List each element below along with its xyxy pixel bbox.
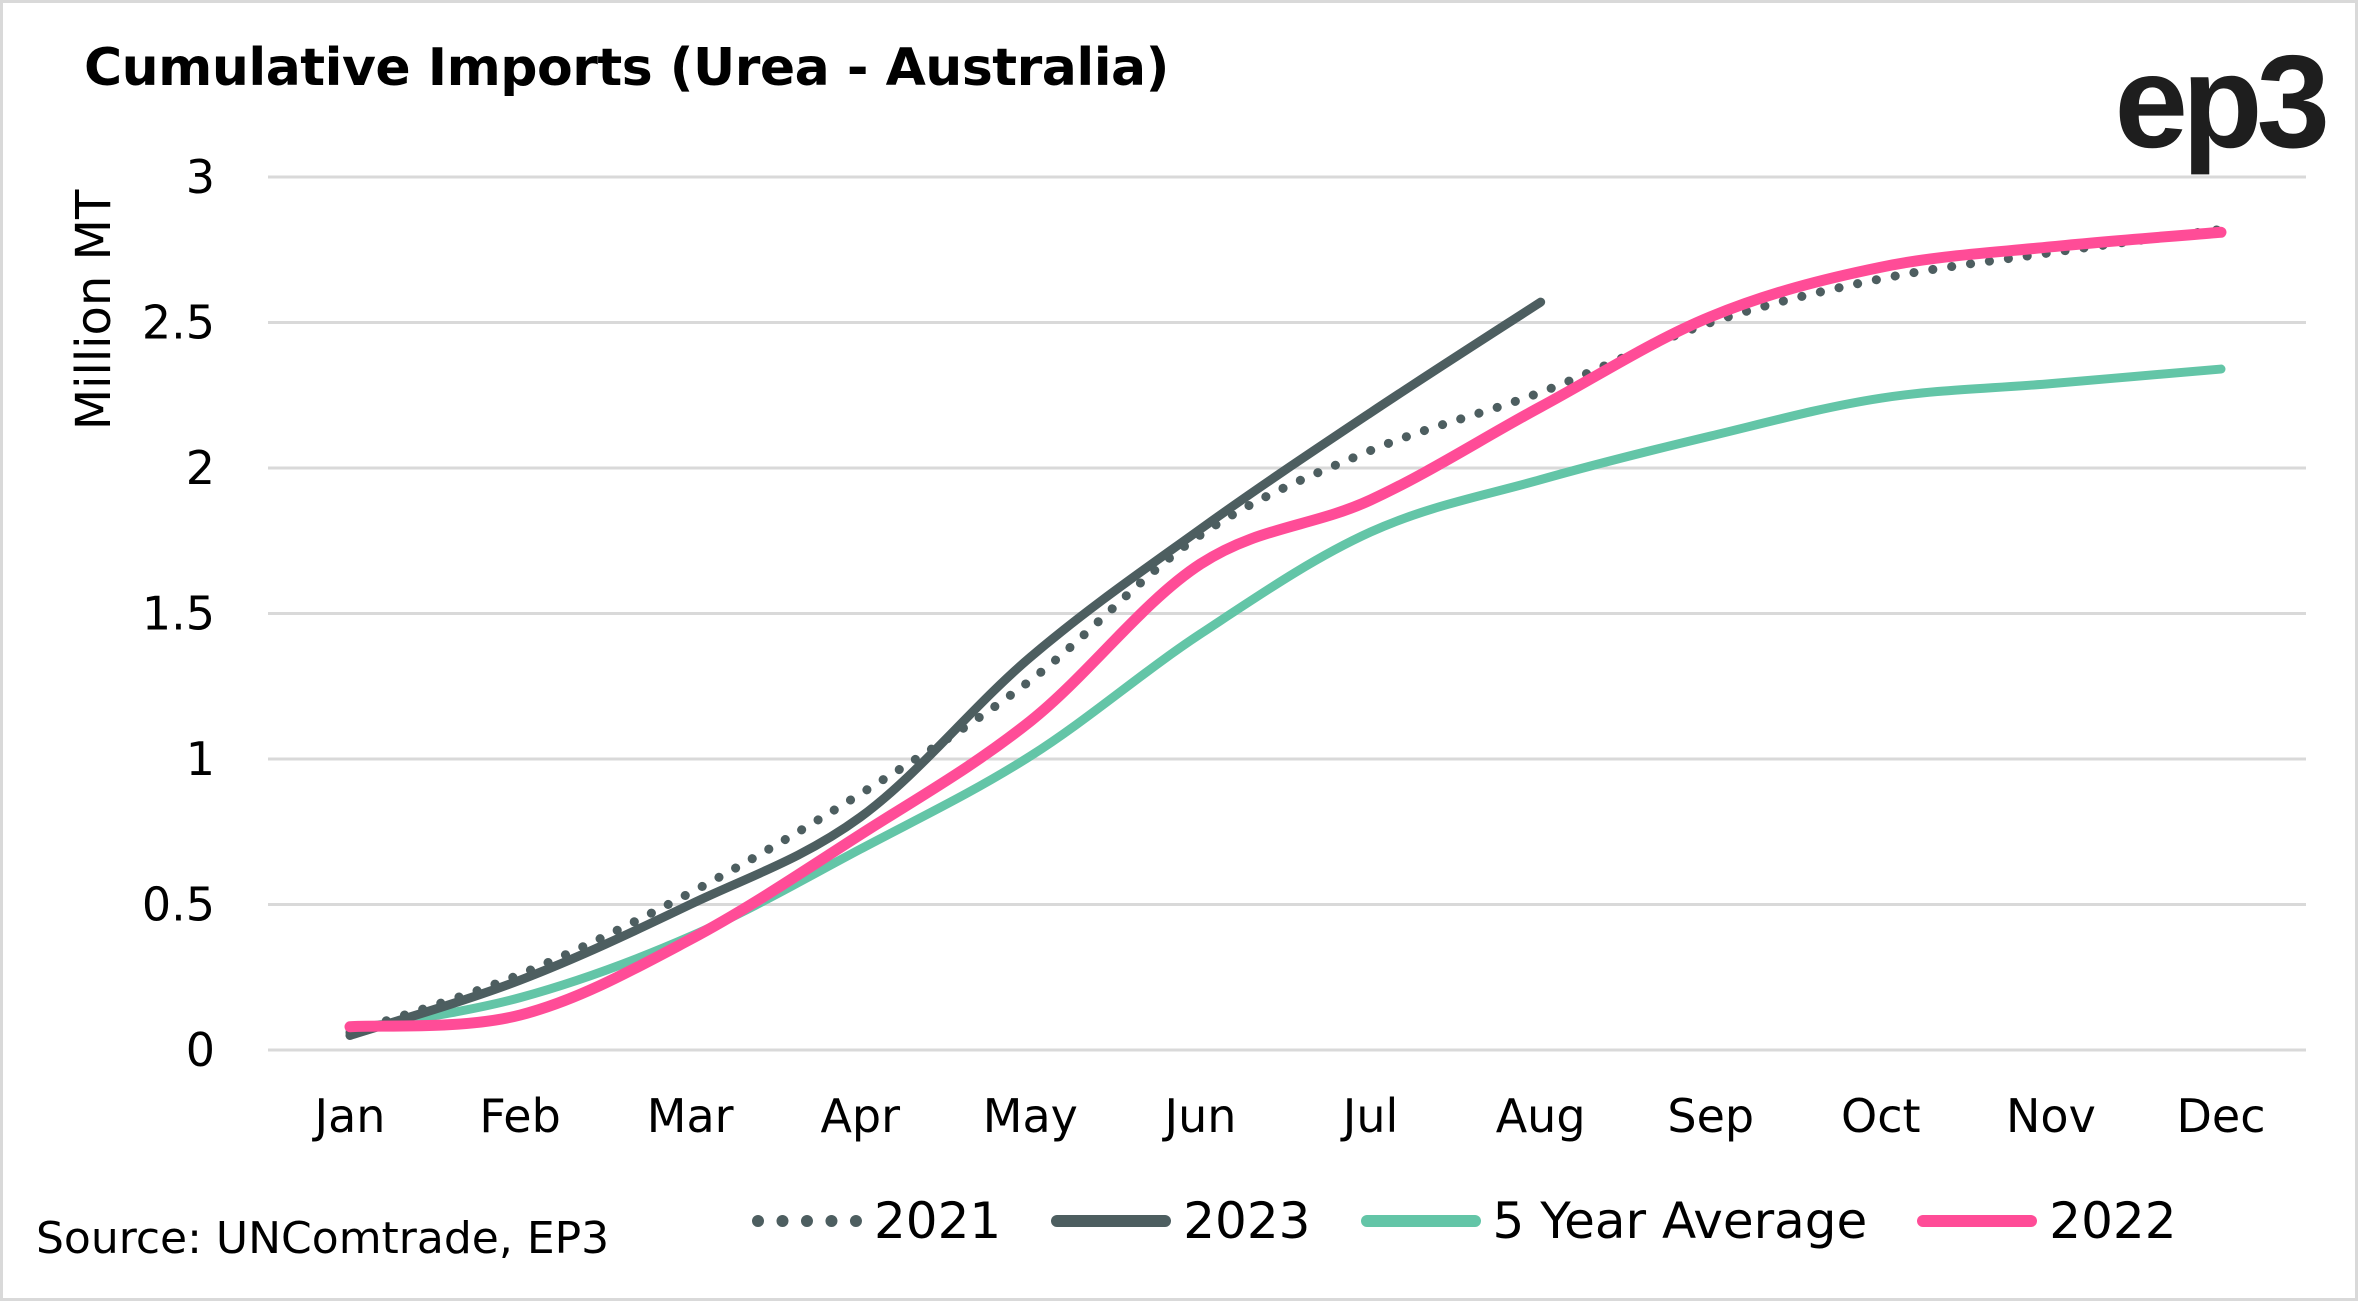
series-line-2021 bbox=[345, 224, 2226, 1038]
legend-label-2023: 2023 bbox=[1183, 1192, 1311, 1250]
legend-label-2021: 2021 bbox=[874, 1192, 1002, 1250]
x-tick-label: Jan bbox=[312, 1089, 386, 1143]
legend-swatch-2021 bbox=[752, 1215, 862, 1227]
y-tick-label: 2 bbox=[186, 441, 215, 495]
x-tick-label: May bbox=[983, 1089, 1078, 1143]
x-tick-label: Nov bbox=[2006, 1089, 2096, 1143]
legend-item-2021: 2021 bbox=[752, 1192, 1001, 1250]
chart-title: Cumulative Imports (Urea - Australia) bbox=[84, 38, 1169, 98]
x-tick-label: Apr bbox=[820, 1089, 900, 1143]
legend-item-5yr: 5 Year Average bbox=[1360, 1192, 1868, 1250]
source-note: Source: UNComtrade, EP3 bbox=[36, 1213, 610, 1264]
y-tick-label: 3 bbox=[186, 150, 215, 204]
y-tick-label: 1 bbox=[186, 732, 215, 786]
x-tick-label: Feb bbox=[479, 1089, 560, 1143]
y-axis-label: Million MT bbox=[66, 189, 122, 430]
series-lines bbox=[344, 224, 2227, 1040]
legend-swatch-2023 bbox=[1051, 1215, 1172, 1227]
x-tick-label: Dec bbox=[2176, 1089, 2265, 1143]
series-line-2022 bbox=[344, 226, 2227, 1033]
y-tick-label: 2.5 bbox=[142, 296, 215, 350]
legend-label-5yr: 5 Year Average bbox=[1492, 1192, 1868, 1250]
x-tick-label: Oct bbox=[1841, 1089, 1921, 1143]
y-tick-label: 0 bbox=[186, 1023, 215, 1077]
x-tick-label: Jun bbox=[1162, 1089, 1237, 1143]
x-axis-ticks: Jan Feb Mar Apr May Jun Jul Aug Sep Oct Nov Dec bbox=[312, 1089, 2266, 1143]
legend-swatch-2022 bbox=[1917, 1215, 2038, 1227]
legend-swatch-5yr bbox=[1360, 1215, 1481, 1227]
y-tick-label: 1.5 bbox=[142, 587, 215, 641]
legend-item-2023: 2023 bbox=[1051, 1192, 1311, 1250]
x-tick-label: Aug bbox=[1496, 1089, 1586, 1143]
y-axis-ticks: 0 0.5 1 1.5 2 2.5 3 bbox=[142, 150, 215, 1077]
legend-item-2022: 2022 bbox=[1917, 1192, 2177, 1250]
x-tick-label: Jul bbox=[1340, 1089, 1399, 1143]
legend: 2021 2023 5 Year Average 2022 bbox=[752, 1192, 2227, 1250]
gridlines bbox=[268, 175, 2306, 1052]
y-tick-label: 0.5 bbox=[142, 878, 215, 932]
x-tick-label: Mar bbox=[647, 1089, 734, 1143]
ep3-logo: ep3 bbox=[2114, 28, 2330, 175]
x-tick-label: Sep bbox=[1667, 1089, 1754, 1143]
series-line-2023 bbox=[345, 297, 1546, 1040]
legend-label-2022: 2022 bbox=[2049, 1192, 2177, 1250]
